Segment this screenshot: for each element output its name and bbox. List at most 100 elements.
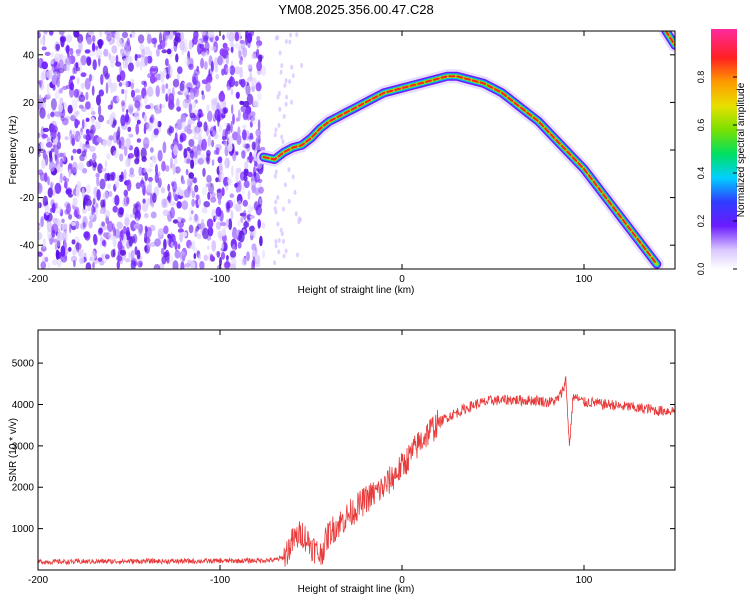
noise-speckle xyxy=(41,46,47,51)
noise-speckle xyxy=(170,207,175,219)
noise-speckle xyxy=(68,168,71,178)
noise-speckle xyxy=(191,190,196,198)
noise-speckle xyxy=(204,182,212,189)
noise-speckle xyxy=(99,31,103,38)
noise-speckle xyxy=(80,82,85,90)
noise-speckle xyxy=(86,56,92,66)
noise-speckle xyxy=(124,217,130,227)
noise-speckle xyxy=(246,251,250,262)
noise-speckle xyxy=(236,134,242,145)
noise-speckle xyxy=(205,82,211,93)
noise-speckle xyxy=(257,219,262,229)
noise-speckle xyxy=(108,174,115,181)
noise-speckle xyxy=(202,186,207,196)
noise-speckle xyxy=(206,104,210,112)
noise-speckle xyxy=(192,76,197,85)
noise-speckle xyxy=(144,56,149,66)
noise-speckle xyxy=(174,250,181,260)
noise-speckle xyxy=(193,69,200,76)
noise-speckle xyxy=(73,260,76,268)
noise-speckle xyxy=(288,39,292,45)
noise-speckle xyxy=(41,61,48,70)
noise-speckle xyxy=(120,43,126,48)
noise-speckle xyxy=(155,85,160,98)
snr-y-tick-label: 5000 xyxy=(12,359,35,370)
noise-speckle xyxy=(186,177,193,188)
noise-speckle xyxy=(213,125,217,131)
noise-speckle xyxy=(43,97,47,103)
noise-speckle xyxy=(86,36,93,45)
noise-speckle xyxy=(232,198,236,210)
spectrogram-x-tick-label: -200 xyxy=(28,274,48,285)
noise-speckle xyxy=(85,117,90,123)
noise-speckle xyxy=(234,31,240,42)
noise-speckle xyxy=(82,168,88,174)
noise-speckle xyxy=(186,128,193,135)
noise-speckle xyxy=(260,65,267,77)
noise-speckle xyxy=(76,214,82,220)
noise-speckle xyxy=(179,134,184,143)
noise-speckle xyxy=(78,40,83,52)
noise-speckle xyxy=(179,189,186,197)
noise-speckle xyxy=(82,143,85,150)
noise-speckle xyxy=(100,199,105,208)
noise-speckle xyxy=(62,233,67,241)
noise-speckle xyxy=(174,36,180,42)
noise-speckle xyxy=(240,105,246,112)
noise-speckle xyxy=(274,239,278,244)
noise-speckle xyxy=(175,53,179,63)
noise-speckle xyxy=(134,88,140,94)
noise-speckle xyxy=(247,135,254,140)
noise-speckle xyxy=(230,88,234,96)
spectrogram-x-tick-label: 100 xyxy=(576,274,593,285)
noise-speckle xyxy=(206,174,212,184)
noise-speckle xyxy=(191,240,196,251)
noise-speckle xyxy=(174,157,178,165)
noise-speckle xyxy=(257,178,263,183)
noise-speckle xyxy=(47,262,51,269)
noise-speckle xyxy=(165,58,169,67)
noise-speckle xyxy=(161,160,166,172)
noise-speckle xyxy=(132,233,138,244)
noise-speckle xyxy=(62,175,67,182)
snr-line xyxy=(38,375,675,567)
noise-speckle xyxy=(115,61,122,67)
noise-speckle xyxy=(115,54,119,64)
snr-x-label: Height of straight line (km) xyxy=(298,584,415,595)
noise-speckle xyxy=(262,249,265,259)
noise-speckle xyxy=(176,106,182,112)
noise-speckle xyxy=(203,254,208,262)
noise-speckle xyxy=(44,172,48,183)
noise-speckle xyxy=(194,151,198,159)
noise-speckle xyxy=(129,213,136,218)
noise-speckle xyxy=(119,249,126,256)
noise-speckle xyxy=(235,167,242,174)
noise-speckle xyxy=(276,221,280,227)
noise-speckle xyxy=(274,243,278,249)
noise-speckle xyxy=(219,256,222,267)
spectrogram-y-tick-label: -20 xyxy=(20,193,35,204)
noise-speckle xyxy=(56,141,62,150)
noise-speckle xyxy=(91,205,95,216)
noise-speckle xyxy=(51,229,56,238)
noise-speckle xyxy=(50,148,55,153)
noise-speckle xyxy=(38,31,41,39)
noise-speckle xyxy=(251,141,256,151)
noise-speckle xyxy=(251,115,258,125)
noise-speckle xyxy=(223,176,230,187)
noise-speckle xyxy=(226,66,231,73)
noise-speckle xyxy=(232,113,235,125)
spectrogram-y-tick-label: 20 xyxy=(23,98,35,109)
noise-speckle xyxy=(159,103,162,110)
noise-speckle xyxy=(60,245,66,257)
noise-speckle xyxy=(243,175,248,182)
noise-speckle xyxy=(155,104,160,116)
noise-speckle xyxy=(247,190,251,200)
noise-speckle xyxy=(231,165,234,178)
noise-speckle xyxy=(188,224,194,234)
noise-speckle xyxy=(251,249,256,260)
noise-speckle xyxy=(38,251,43,257)
noise-speckle xyxy=(127,55,133,63)
noise-speckle xyxy=(218,124,223,132)
noise-speckle xyxy=(141,202,149,212)
